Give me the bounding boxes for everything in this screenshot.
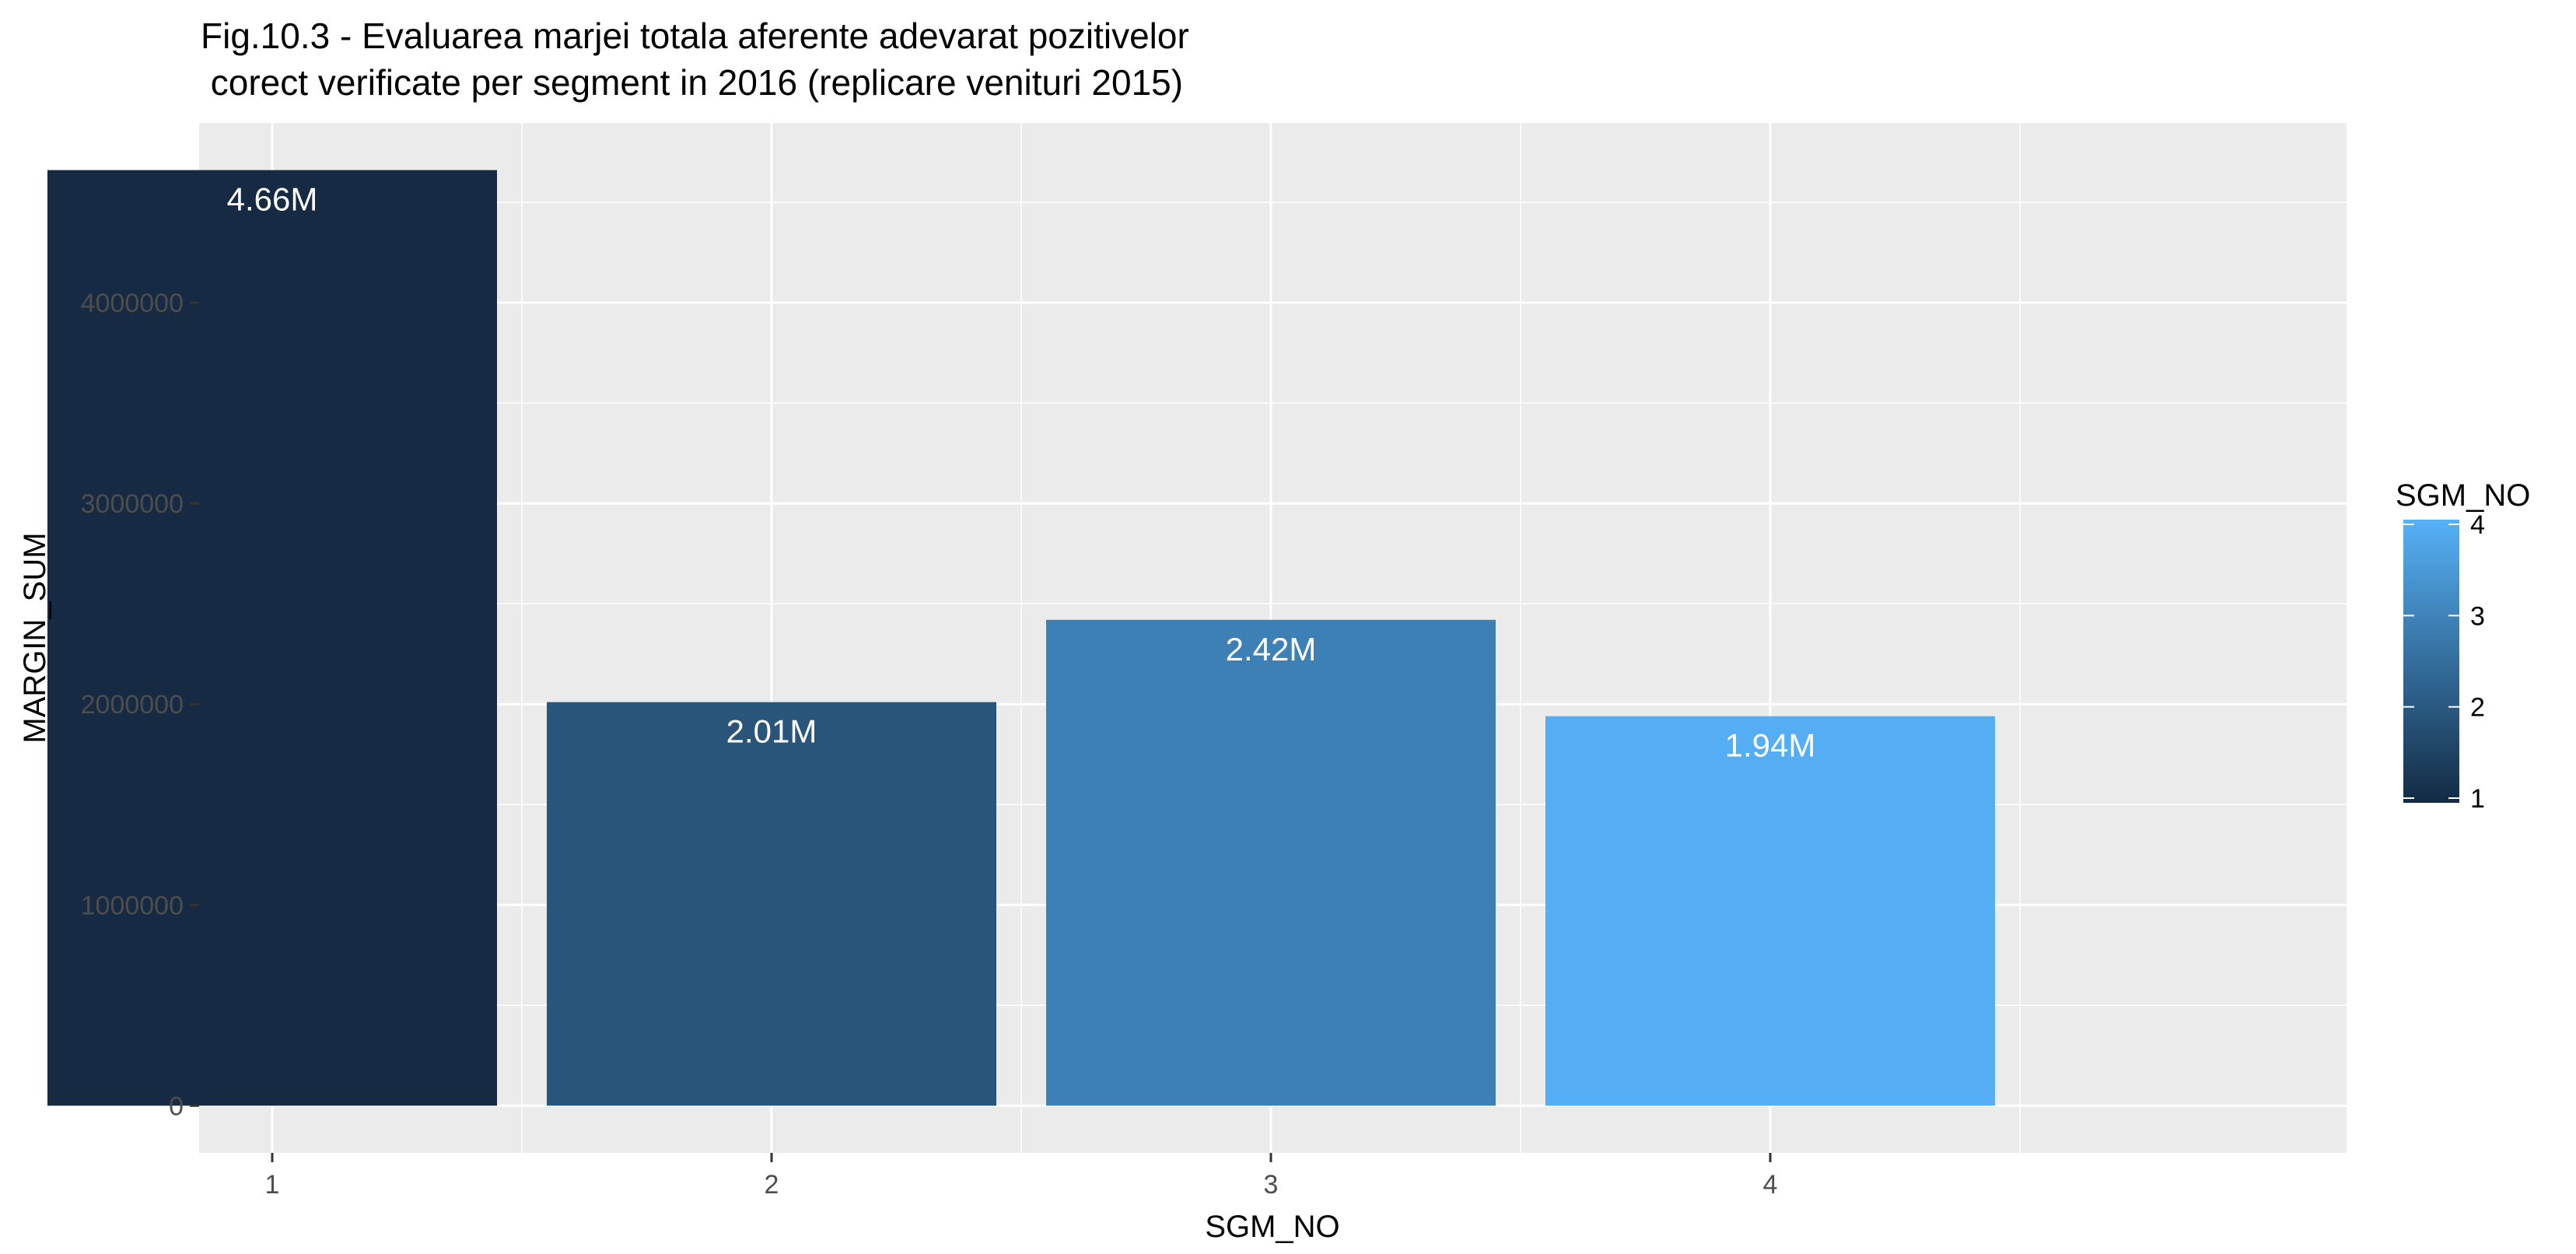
x-axis-title: SGM_NO bbox=[1205, 1210, 1339, 1244]
legend-ticks: 1 2 3 4 bbox=[2403, 510, 2485, 814]
bar-4 bbox=[1545, 716, 1995, 1106]
y-tick-label: 1000000 bbox=[81, 891, 184, 920]
data-label-4: 1.94M bbox=[1725, 727, 1816, 764]
data-label-3: 2.42M bbox=[1226, 631, 1317, 667]
y-tick-label: 0 bbox=[169, 1091, 184, 1121]
y-tick-label: 3000000 bbox=[81, 489, 184, 519]
x-axis: 1 2 3 4 bbox=[265, 1153, 1778, 1200]
legend-title: SGM_NO bbox=[2396, 478, 2530, 513]
legend-label: 1 bbox=[2470, 784, 2485, 814]
x-tick-label: 3 bbox=[1264, 1170, 1279, 1200]
y-tick-label: 2000000 bbox=[81, 690, 184, 720]
y-tick-label: 4000000 bbox=[81, 289, 184, 318]
legend-colorbar bbox=[2403, 520, 2459, 803]
data-label-1: 4.66M bbox=[227, 181, 318, 218]
data-labels: 4.66M 2.01M 2.42M 1.94M bbox=[227, 181, 1816, 764]
x-tick-label: 1 bbox=[265, 1170, 280, 1200]
legend: SGM_NO 1 2 3 4 bbox=[2396, 478, 2530, 814]
chart-title-line-2: corect verificate per segment in 2016 (r… bbox=[201, 62, 1183, 103]
bar-3 bbox=[1046, 619, 1496, 1106]
chart-title-line-1: Fig.10.3 - Evaluarea marjei totala afere… bbox=[201, 16, 1189, 56]
bar-1 bbox=[47, 170, 497, 1106]
y-axis-title: MARGIN_SUM bbox=[18, 532, 52, 743]
y-axis: 0 1000000 2000000 3000000 4000000 bbox=[81, 289, 199, 1121]
data-label-2: 2.01M bbox=[726, 713, 817, 750]
bars bbox=[47, 170, 1995, 1106]
x-tick-label: 4 bbox=[1763, 1170, 1778, 1200]
legend-label: 4 bbox=[2470, 510, 2485, 540]
legend-label: 2 bbox=[2470, 693, 2485, 723]
x-tick-label: 2 bbox=[765, 1170, 779, 1200]
bar-2 bbox=[547, 702, 996, 1106]
legend-label: 3 bbox=[2470, 601, 2485, 631]
